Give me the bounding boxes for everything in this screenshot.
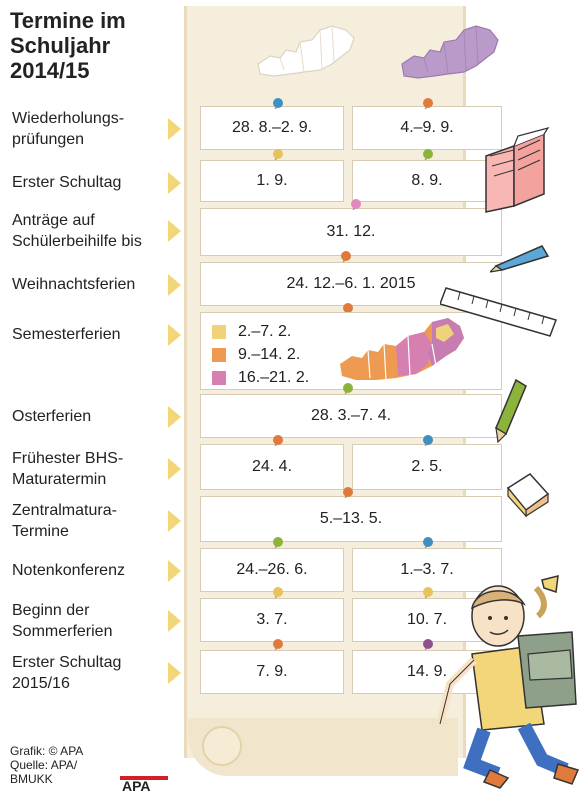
pin-icon: [273, 98, 283, 109]
row-arrow: [168, 560, 181, 582]
date-box-west: 24.–26. 6.: [200, 548, 344, 592]
swatch-pink: [212, 370, 226, 385]
row-arrow: [168, 324, 181, 346]
label-bhs-maturatermin: Frühester BHS- Maturatermin: [12, 450, 124, 488]
legend-item: 9.–14. 2.: [212, 343, 309, 366]
date-box-west: 1. 9.: [200, 160, 344, 202]
map-of-austria-regions-icon: [340, 318, 464, 381]
pin-icon: [423, 587, 433, 598]
pin-icon: [343, 303, 353, 314]
pin-icon: [343, 487, 353, 498]
legend-item: 16.–21. 2.: [212, 366, 309, 389]
date-box-west: 28. 8.–2. 9.: [200, 106, 344, 150]
pin-icon: [273, 639, 283, 650]
legend-item: 2.–7. 2.: [212, 320, 309, 343]
pin-icon: [273, 537, 283, 548]
pin-icon: [423, 149, 433, 160]
date-box-west: 24. 4.: [200, 444, 344, 490]
row-arrow: [168, 274, 181, 296]
map-of-austria-west-icon: [257, 25, 355, 77]
svg-text:APA: APA: [122, 778, 151, 792]
pin-icon: [351, 199, 361, 210]
eraser-icon: [506, 473, 550, 518]
pin-icon: [343, 383, 353, 394]
swatch-yellow: [212, 324, 226, 339]
label-wiederholungspruefungen: Wiederholungs-prüfungen: [12, 110, 125, 148]
label-notenkonferenz: Notenkonferenz: [12, 562, 125, 579]
label-osterferien: Osterferien: [12, 408, 92, 425]
semesterferien-legend: 2.–7. 2. 9.–14. 2. 16.–21. 2.: [212, 320, 309, 389]
date-box-east: 8. 9.: [352, 160, 502, 202]
pin-icon: [273, 149, 283, 160]
scroll-roll: [202, 726, 242, 766]
label-erster-schultag: Erster Schultag: [12, 174, 122, 191]
open-book-icon: [485, 127, 550, 213]
pin-icon: [423, 98, 433, 109]
pin-icon: [423, 435, 433, 446]
date-box-all: 28. 3.–7. 4.: [200, 394, 502, 438]
date-box-west: 7. 9.: [200, 650, 344, 694]
ruler-icon: [440, 287, 557, 337]
map-of-austria-east-icon: [401, 25, 499, 79]
pin-icon: [341, 251, 351, 262]
date-box-east: 1.–3. 7.: [352, 548, 502, 592]
date-box-west: 3. 7.: [200, 598, 344, 642]
row-arrow: [168, 172, 181, 194]
pin-icon: [423, 639, 433, 650]
green-pencil-icon: [495, 378, 527, 444]
row-arrow: [168, 118, 181, 140]
pin-icon: [423, 537, 433, 548]
pencil-icon: [490, 245, 550, 273]
label-weihnachtsferien: Weihnachtsferien: [12, 276, 136, 293]
date-box-all: 31. 12.: [200, 208, 502, 256]
date-box-all: 5.–13. 5.: [200, 496, 502, 542]
page-title: Termine im Schuljahr 2014/15: [10, 8, 126, 83]
schoolgirl-with-backpack-icon: [436, 575, 580, 789]
date-box-east: 2. 5.: [352, 444, 502, 490]
row-arrow: [168, 610, 181, 632]
row-arrow: [168, 662, 181, 684]
apa-logo: APA: [120, 776, 168, 792]
label-antraege-schuelerbeihilfe: Anträge auf Schülerbeihilfe bis: [12, 212, 142, 250]
row-arrow: [168, 510, 181, 532]
source-credit: Grafik: © APA Quelle: APA/ BMUKK: [10, 744, 84, 786]
pin-icon: [273, 435, 283, 446]
label-beginn-sommerferien: Beginn der Sommerferien: [12, 602, 113, 640]
row-arrow: [168, 406, 181, 428]
pin-icon: [273, 587, 283, 598]
row-arrow: [168, 458, 181, 480]
label-erster-schultag-2015-16: Erster Schultag 2015/16: [12, 654, 122, 692]
label-semesterferien: Semesterferien: [12, 326, 121, 343]
label-zentralmatura: Zentralmatura- Termine: [12, 502, 117, 540]
row-arrow: [168, 220, 181, 242]
swatch-orange: [212, 347, 226, 362]
